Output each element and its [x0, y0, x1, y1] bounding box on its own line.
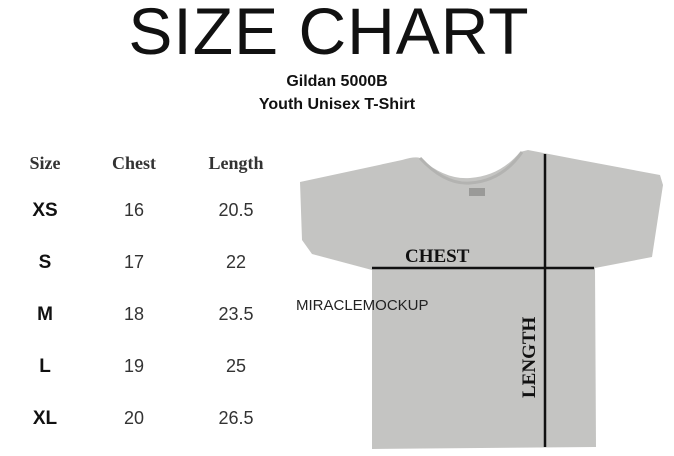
length-cell: 26.5 [218, 408, 254, 428]
length-cell: 25 [225, 356, 247, 376]
length-cell: 20.5 [218, 200, 254, 220]
size-cell: S [38, 252, 52, 273]
size-cell: M [37, 304, 53, 325]
product-description: Youth Unisex T-Shirt [258, 96, 416, 113]
length-cell: 22 [225, 252, 247, 272]
chest-cell: 20 [123, 408, 145, 428]
length-label: LENGTH [519, 316, 540, 398]
chest-cell: 16 [123, 200, 145, 220]
chest-label: CHEST [405, 246, 470, 267]
header-length: Length [208, 153, 264, 173]
header-chest: Chest [112, 153, 156, 173]
size-cell: XL [32, 408, 58, 429]
header-size: Size [29, 153, 61, 173]
size-cell: XS [32, 200, 58, 221]
product-model: Gildan 5000B [286, 73, 388, 90]
chest-cell: 18 [123, 304, 145, 324]
tshirt-shape [300, 150, 663, 449]
page-title: SIZE CHART [128, 0, 530, 68]
tshirt-tag [469, 188, 485, 196]
length-cell: 23.5 [218, 304, 254, 324]
size-cell: L [39, 356, 51, 377]
chest-cell: 19 [123, 356, 145, 376]
tshirt-collar [418, 151, 524, 185]
watermark: MIRACLEMOCKUP [296, 297, 429, 314]
chest-cell: 17 [123, 252, 145, 272]
